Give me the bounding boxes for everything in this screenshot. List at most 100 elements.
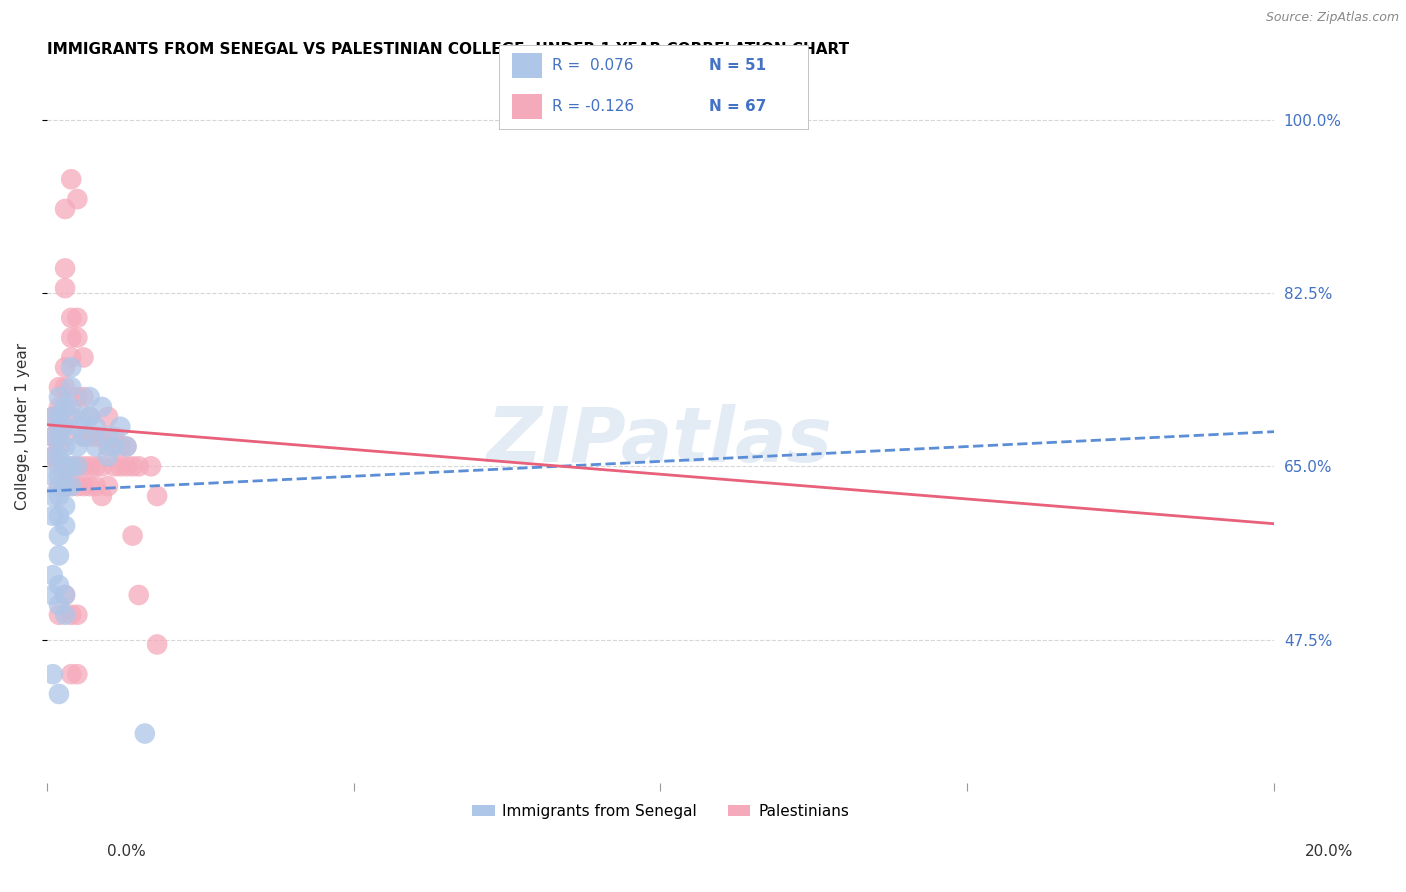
Point xyxy=(103,459,125,474)
Point xyxy=(53,588,76,602)
Point xyxy=(72,390,94,404)
Point xyxy=(110,440,132,454)
Point xyxy=(79,459,101,474)
Point xyxy=(72,409,94,424)
Point xyxy=(115,440,138,454)
Point xyxy=(42,409,65,424)
Point xyxy=(60,459,83,474)
Point xyxy=(42,409,65,424)
Point xyxy=(60,667,83,681)
Point xyxy=(84,479,107,493)
Point xyxy=(84,459,107,474)
Point xyxy=(139,459,162,474)
Point xyxy=(42,450,65,464)
Point xyxy=(134,726,156,740)
Point xyxy=(97,479,120,493)
Point xyxy=(66,440,89,454)
Point xyxy=(48,459,70,474)
Point xyxy=(110,419,132,434)
Point xyxy=(48,687,70,701)
Point xyxy=(53,479,76,493)
Point xyxy=(42,588,65,602)
Point xyxy=(48,607,70,622)
Point xyxy=(97,409,120,424)
Point xyxy=(72,351,94,365)
Point xyxy=(53,400,76,414)
Point xyxy=(53,429,76,443)
Point xyxy=(128,588,150,602)
Point xyxy=(60,380,83,394)
Point xyxy=(48,390,70,404)
Point xyxy=(60,607,83,622)
Point xyxy=(53,479,76,493)
FancyBboxPatch shape xyxy=(512,54,543,78)
Point xyxy=(66,459,89,474)
Point xyxy=(79,409,101,424)
Point xyxy=(79,409,101,424)
Point xyxy=(48,400,70,414)
Point xyxy=(53,380,76,394)
Point xyxy=(66,419,89,434)
Point xyxy=(53,459,76,474)
Text: R =  0.076: R = 0.076 xyxy=(551,58,633,73)
Point xyxy=(53,459,76,474)
Point xyxy=(60,479,83,493)
Point xyxy=(115,440,138,454)
Point xyxy=(48,528,70,542)
Point xyxy=(48,489,70,503)
Point xyxy=(66,667,89,681)
Point xyxy=(72,459,94,474)
Point xyxy=(42,469,65,483)
Point xyxy=(60,360,83,375)
Point xyxy=(42,667,65,681)
Point xyxy=(90,489,112,503)
Point xyxy=(42,429,65,443)
Point xyxy=(115,459,138,474)
Point xyxy=(48,450,70,464)
Point xyxy=(66,331,89,345)
Point xyxy=(121,528,143,542)
FancyBboxPatch shape xyxy=(512,94,543,120)
Point xyxy=(90,429,112,443)
Point xyxy=(60,331,83,345)
Point xyxy=(48,578,70,592)
Point xyxy=(48,380,70,394)
Point xyxy=(97,440,120,454)
Text: N = 51: N = 51 xyxy=(710,58,766,73)
Point xyxy=(48,469,70,483)
Point xyxy=(53,202,76,216)
Point xyxy=(66,479,89,493)
Point xyxy=(66,310,89,325)
Point xyxy=(84,419,107,434)
Text: IMMIGRANTS FROM SENEGAL VS PALESTINIAN COLLEGE, UNDER 1 YEAR CORRELATION CHART: IMMIGRANTS FROM SENEGAL VS PALESTINIAN C… xyxy=(46,42,849,57)
Point xyxy=(72,479,94,493)
Point xyxy=(97,429,120,443)
Point xyxy=(42,429,65,443)
Point xyxy=(103,440,125,454)
Point xyxy=(90,400,112,414)
Point xyxy=(48,440,70,454)
Point xyxy=(66,390,89,404)
Point xyxy=(42,450,65,464)
Point xyxy=(53,588,76,602)
Point xyxy=(79,429,101,443)
Point xyxy=(90,459,112,474)
Point xyxy=(66,607,89,622)
Text: Source: ZipAtlas.com: Source: ZipAtlas.com xyxy=(1265,11,1399,24)
Point xyxy=(53,499,76,513)
Point xyxy=(146,638,169,652)
Point xyxy=(60,409,83,424)
Point xyxy=(53,281,76,295)
Legend: Immigrants from Senegal, Palestinians: Immigrants from Senegal, Palestinians xyxy=(465,798,855,825)
Point xyxy=(60,310,83,325)
Point xyxy=(48,549,70,563)
Point xyxy=(53,607,76,622)
Point xyxy=(42,568,65,582)
Point xyxy=(48,598,70,612)
Point xyxy=(53,518,76,533)
Point xyxy=(60,459,83,474)
Point xyxy=(60,400,83,414)
Point xyxy=(97,450,120,464)
Point xyxy=(48,419,70,434)
Point xyxy=(53,360,76,375)
